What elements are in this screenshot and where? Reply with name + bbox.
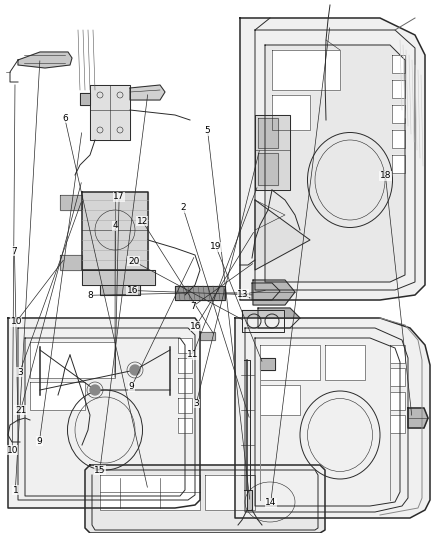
Polygon shape [175, 286, 225, 300]
Text: 10: 10 [11, 318, 22, 326]
Polygon shape [258, 153, 278, 185]
Polygon shape [30, 342, 115, 378]
Text: 6: 6 [62, 114, 68, 123]
Polygon shape [392, 155, 405, 173]
Text: 20: 20 [128, 257, 139, 265]
Text: 7: 7 [190, 302, 196, 311]
Polygon shape [247, 490, 252, 510]
Polygon shape [100, 285, 140, 295]
Text: 10: 10 [7, 446, 18, 455]
Text: 8: 8 [87, 291, 93, 300]
Text: 2: 2 [180, 204, 186, 212]
Polygon shape [390, 345, 405, 363]
Polygon shape [255, 200, 310, 270]
Text: 14: 14 [265, 498, 276, 507]
Polygon shape [240, 18, 425, 300]
Circle shape [130, 365, 140, 375]
Polygon shape [265, 45, 405, 282]
Polygon shape [260, 358, 275, 370]
Text: 3: 3 [17, 368, 23, 376]
Text: 11: 11 [187, 351, 198, 359]
Polygon shape [130, 85, 165, 100]
Polygon shape [60, 195, 82, 210]
Text: 12: 12 [137, 217, 148, 225]
Polygon shape [8, 318, 200, 508]
Polygon shape [85, 465, 325, 533]
Polygon shape [60, 255, 82, 270]
Polygon shape [325, 345, 365, 380]
Polygon shape [390, 415, 405, 433]
Text: 1: 1 [12, 486, 18, 495]
Polygon shape [258, 308, 300, 328]
Text: 4: 4 [113, 222, 118, 230]
Polygon shape [390, 368, 405, 386]
Polygon shape [392, 130, 405, 148]
Text: 16: 16 [127, 286, 138, 295]
Text: 7: 7 [11, 247, 18, 255]
Polygon shape [178, 418, 192, 433]
Polygon shape [82, 270, 155, 285]
Polygon shape [18, 52, 72, 68]
Polygon shape [30, 382, 85, 410]
Text: 21: 21 [15, 406, 26, 415]
Polygon shape [272, 50, 340, 90]
Text: 16: 16 [190, 322, 201, 330]
Text: 3: 3 [193, 399, 199, 408]
Text: 18: 18 [380, 172, 391, 180]
Circle shape [90, 385, 100, 395]
Polygon shape [80, 93, 90, 105]
Polygon shape [258, 118, 278, 148]
Polygon shape [178, 398, 192, 413]
Text: 17: 17 [113, 192, 125, 201]
Polygon shape [178, 378, 192, 393]
Polygon shape [260, 385, 300, 415]
Text: 15: 15 [94, 466, 106, 474]
Polygon shape [408, 408, 428, 428]
Polygon shape [390, 392, 405, 410]
Polygon shape [82, 192, 148, 270]
Polygon shape [200, 332, 215, 340]
Polygon shape [178, 338, 192, 353]
Polygon shape [100, 475, 200, 510]
Text: 5: 5 [205, 126, 211, 135]
Polygon shape [392, 55, 405, 73]
Text: 9: 9 [128, 383, 134, 391]
Polygon shape [90, 85, 130, 140]
Text: 9: 9 [36, 437, 42, 446]
Polygon shape [255, 115, 290, 190]
Polygon shape [178, 358, 192, 373]
Polygon shape [260, 345, 320, 380]
Text: 19: 19 [210, 243, 222, 251]
Polygon shape [392, 80, 405, 98]
Polygon shape [235, 318, 430, 518]
Text: 13: 13 [237, 290, 249, 298]
Polygon shape [272, 95, 310, 130]
Polygon shape [242, 310, 284, 332]
Polygon shape [392, 105, 405, 123]
Polygon shape [253, 280, 295, 305]
Polygon shape [205, 475, 255, 510]
Polygon shape [252, 283, 280, 300]
